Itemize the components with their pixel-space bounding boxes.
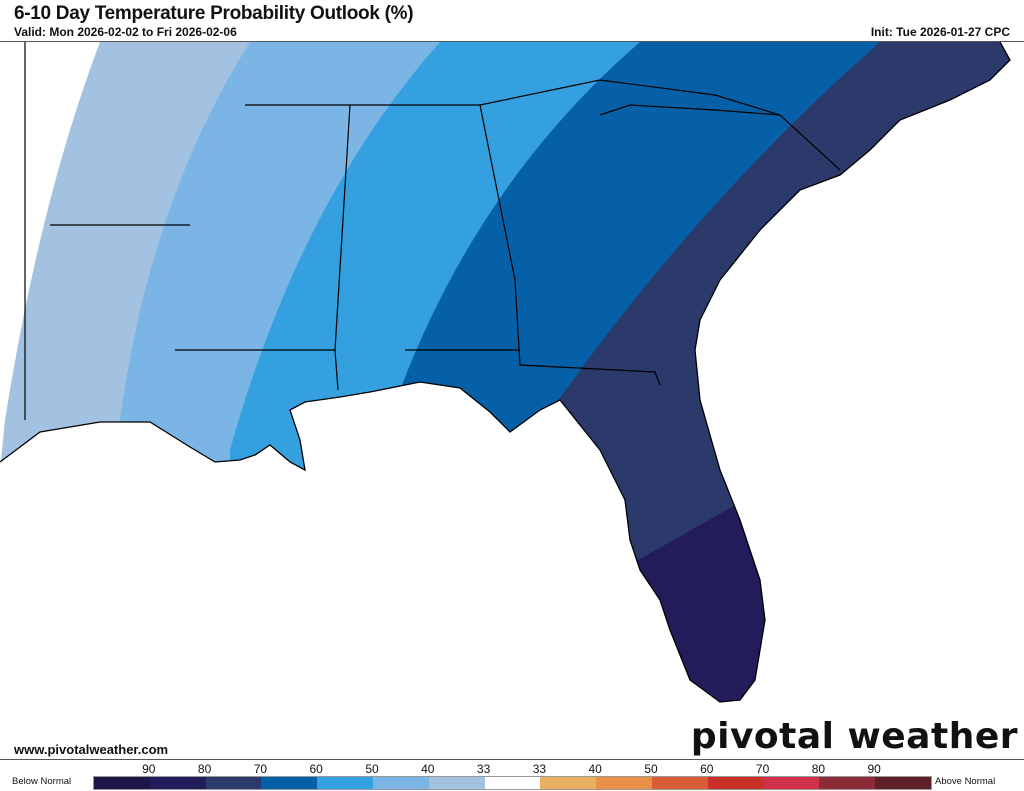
legend-tick-label: 60	[309, 762, 323, 776]
legend-swatch	[261, 777, 318, 789]
legend-colorbar	[93, 776, 932, 790]
legend-swatch	[819, 777, 876, 789]
legend-swatch	[149, 777, 206, 789]
outlook-map	[0, 41, 1024, 760]
pivotal-weather-logo: pivotal weather	[690, 716, 1018, 757]
legend-swatch	[428, 777, 485, 789]
legend-tick-label: 80	[811, 762, 826, 776]
legend-tick-label: 90	[142, 762, 156, 776]
legend-tick-label: 40	[421, 762, 435, 776]
legend-swatch	[763, 777, 820, 789]
legend-swatch	[317, 777, 373, 789]
valid-period: Valid: Mon 2026-02-02 to Fri 2026-02-06	[14, 25, 237, 39]
legend-tick-label: 50	[365, 762, 379, 776]
legend-swatch	[484, 777, 541, 789]
legend-tick-label: 70	[755, 762, 770, 776]
state-borders	[24, 42, 841, 420]
coastline	[0, 42, 1011, 703]
legend-tick-label: 80	[197, 762, 212, 776]
legend-tick-label: 70	[253, 762, 268, 776]
legend-swatch	[540, 777, 597, 789]
legend-tick-label: 33	[532, 762, 547, 776]
legend-below-label: Below Normal	[12, 776, 72, 787]
legend-tick-label: 60	[700, 762, 714, 776]
legend-tick-label: 33	[476, 762, 491, 776]
init-date: Init: Tue 2026-01-27 CPC	[870, 25, 1010, 39]
map-title: 6-10 Day Temperature Probability Outlook…	[14, 3, 414, 24]
legend-swatch	[875, 777, 931, 789]
legend-swatch	[372, 777, 429, 789]
legend-swatch	[707, 777, 764, 789]
legend-swatch	[596, 777, 652, 789]
legend-tick-label: 40	[588, 762, 602, 776]
legend-swatch	[94, 777, 150, 789]
legend-swatch	[205, 777, 262, 789]
legend-tick-label: 90	[867, 762, 881, 776]
legend-above-label: Above Normal	[935, 776, 996, 787]
legend-tick-label: 50	[644, 762, 658, 776]
legend-swatch	[651, 777, 708, 789]
website-url: www.pivotalweather.com	[14, 742, 169, 757]
